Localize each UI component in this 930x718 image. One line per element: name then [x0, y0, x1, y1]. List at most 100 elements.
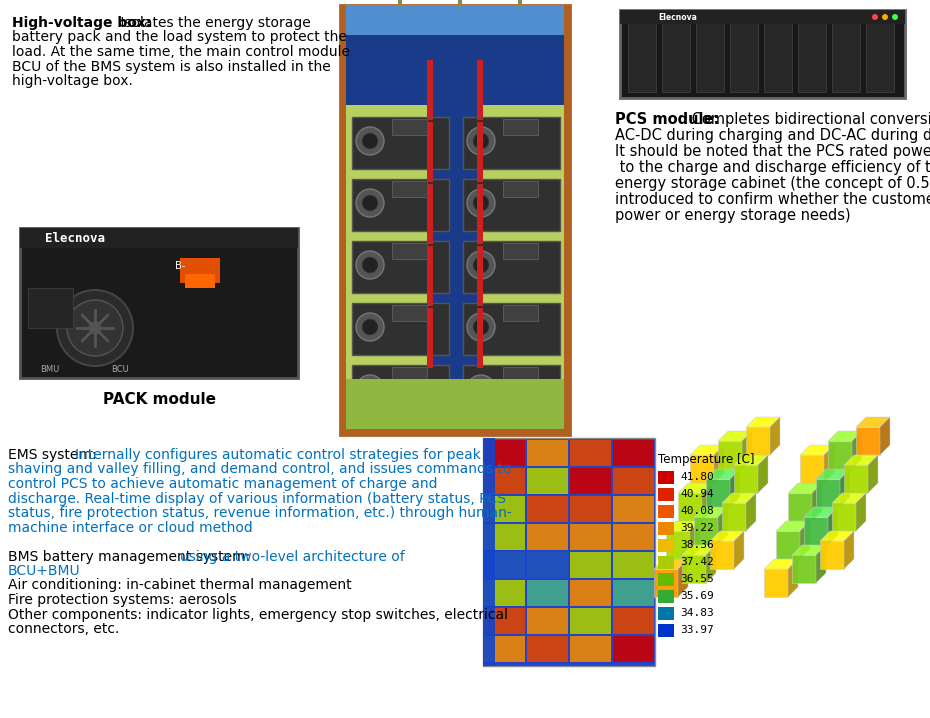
Polygon shape: [734, 455, 768, 465]
Bar: [433, 95, 477, 425]
Bar: [613, 552, 654, 578]
Bar: [392, 305, 427, 321]
Circle shape: [356, 127, 384, 155]
Bar: [613, 496, 654, 522]
Text: load. At the same time, the main control module: load. At the same time, the main control…: [12, 45, 350, 59]
Text: to the charge and discharge efficiency of the entire: to the charge and discharge efficiency o…: [615, 160, 930, 175]
Circle shape: [473, 257, 489, 273]
Bar: [527, 580, 568, 606]
Bar: [527, 636, 568, 662]
Bar: [696, 16, 724, 92]
Bar: [484, 468, 525, 494]
Bar: [477, 184, 483, 244]
Circle shape: [872, 14, 878, 20]
Bar: [20, 228, 298, 248]
Bar: [503, 181, 538, 197]
Polygon shape: [792, 555, 816, 583]
Bar: [764, 16, 792, 92]
Circle shape: [89, 322, 101, 334]
Polygon shape: [856, 493, 866, 531]
Bar: [427, 246, 433, 306]
Bar: [570, 552, 611, 578]
Polygon shape: [722, 493, 756, 503]
Polygon shape: [734, 531, 744, 569]
Polygon shape: [804, 517, 828, 545]
Bar: [527, 468, 568, 494]
Bar: [658, 556, 674, 569]
Bar: [527, 552, 568, 578]
Text: BMU: BMU: [40, 365, 60, 375]
Circle shape: [467, 313, 495, 341]
Text: Elecnova: Elecnova: [658, 12, 697, 22]
Bar: [503, 305, 538, 321]
Text: 33.97: 33.97: [680, 625, 713, 635]
Polygon shape: [764, 559, 798, 569]
Circle shape: [892, 14, 898, 20]
Polygon shape: [666, 531, 690, 559]
Bar: [484, 580, 525, 606]
Polygon shape: [828, 441, 852, 469]
Polygon shape: [820, 531, 854, 541]
Text: PCS module:: PCS module:: [615, 112, 720, 127]
Bar: [463, 179, 560, 231]
Polygon shape: [824, 445, 834, 483]
Circle shape: [57, 290, 133, 366]
Bar: [484, 524, 525, 550]
Text: Air conditioning: in-cabinet thermal management: Air conditioning: in-cabinet thermal man…: [8, 579, 352, 592]
Bar: [477, 60, 483, 120]
Bar: [185, 274, 215, 288]
Circle shape: [356, 375, 384, 403]
Bar: [463, 303, 560, 355]
Text: Completes bidirectional conversion of: Completes bidirectional conversion of: [686, 112, 930, 127]
Bar: [180, 258, 220, 283]
Text: battery pack and the load system to protect the: battery pack and the load system to prot…: [12, 30, 347, 45]
Polygon shape: [800, 521, 810, 559]
Polygon shape: [706, 545, 716, 583]
Polygon shape: [690, 445, 724, 455]
Polygon shape: [816, 545, 826, 583]
Polygon shape: [690, 521, 700, 559]
Text: Temperature [C]: Temperature [C]: [658, 453, 754, 466]
Text: High-voltage box:: High-voltage box:: [12, 16, 152, 30]
Bar: [527, 524, 568, 550]
Circle shape: [467, 189, 495, 217]
Polygon shape: [868, 455, 878, 493]
Bar: [620, 10, 905, 24]
Polygon shape: [678, 493, 702, 521]
Bar: [866, 16, 894, 92]
Polygon shape: [764, 569, 788, 597]
Bar: [484, 440, 525, 466]
Bar: [658, 624, 674, 637]
Text: 34.83: 34.83: [680, 608, 713, 618]
Bar: [570, 580, 611, 606]
Circle shape: [356, 251, 384, 279]
Bar: [527, 496, 568, 522]
Bar: [570, 496, 611, 522]
Text: It should be noted that the PCS rated power is related: It should be noted that the PCS rated po…: [615, 144, 930, 159]
Bar: [346, 379, 564, 429]
Bar: [570, 608, 611, 634]
Text: Elecnova: Elecnova: [45, 231, 105, 245]
Bar: [527, 440, 568, 466]
Polygon shape: [682, 545, 716, 555]
Bar: [427, 60, 433, 120]
Text: 40.08: 40.08: [680, 506, 713, 516]
Bar: [484, 608, 525, 634]
Text: BCU+BMU: BCU+BMU: [8, 564, 81, 578]
Bar: [392, 367, 427, 383]
Bar: [346, 17, 564, 105]
Bar: [484, 496, 525, 522]
Text: Internally configures automatic control strategies for peak: Internally configures automatic control …: [74, 448, 481, 462]
Bar: [427, 308, 433, 368]
Text: 41.80: 41.80: [680, 472, 713, 482]
Bar: [613, 636, 654, 662]
Polygon shape: [832, 493, 866, 503]
Bar: [463, 117, 560, 169]
Text: Isolates the energy storage: Isolates the energy storage: [115, 16, 311, 30]
Polygon shape: [718, 441, 742, 469]
Polygon shape: [654, 559, 688, 569]
Text: Fire protection systems: aerosols: Fire protection systems: aerosols: [8, 593, 236, 607]
Polygon shape: [832, 503, 856, 531]
Bar: [484, 552, 525, 578]
Polygon shape: [706, 469, 740, 479]
